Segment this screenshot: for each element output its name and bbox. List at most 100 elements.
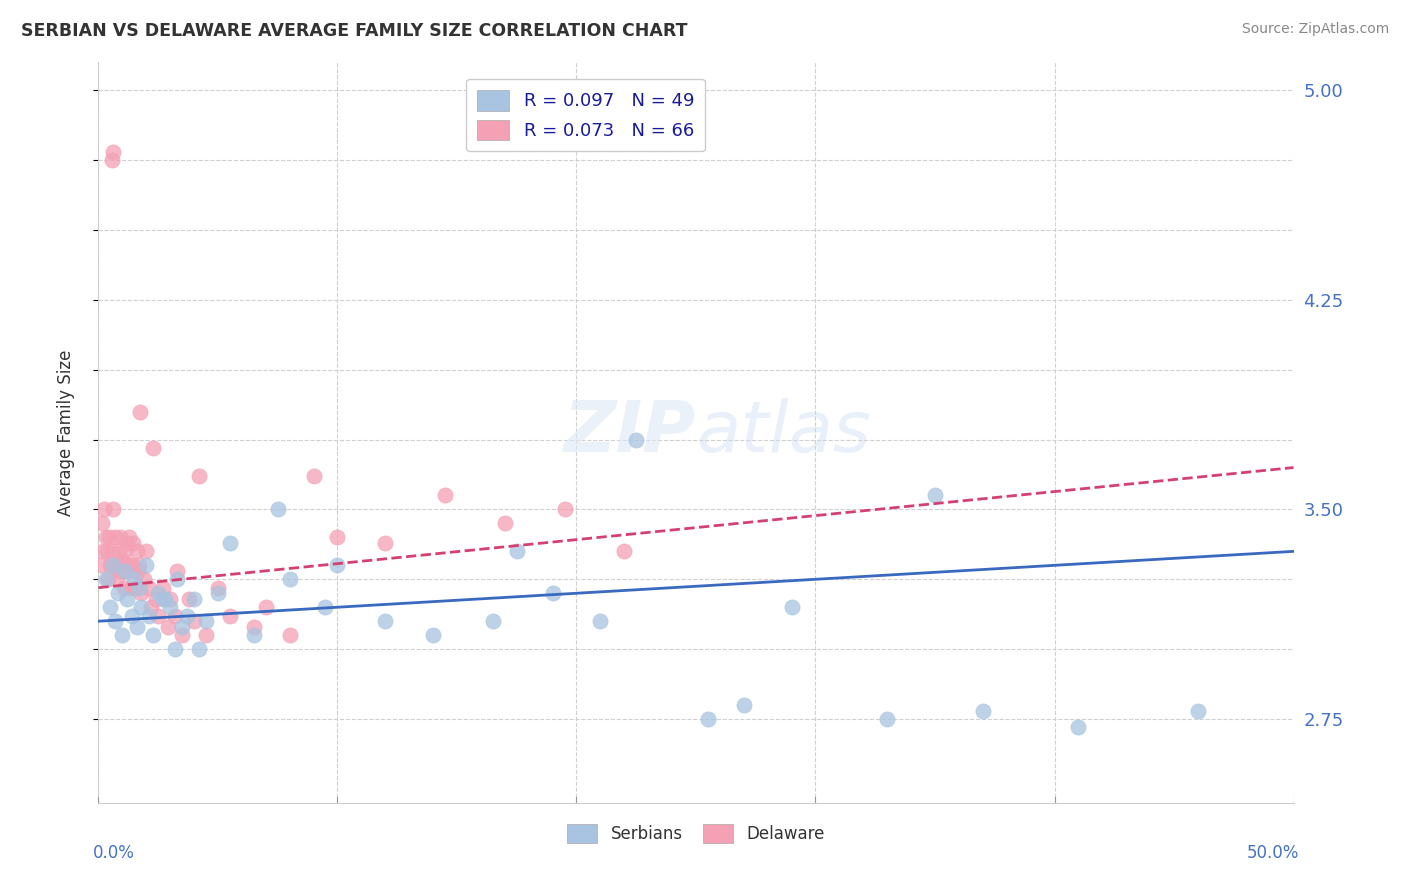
Point bbox=[541, 586, 564, 600]
Text: Source: ZipAtlas.com: Source: ZipAtlas.com bbox=[1241, 22, 1389, 37]
Point bbox=[613, 544, 636, 558]
Point bbox=[125, 620, 148, 634]
Point bbox=[145, 591, 167, 606]
Point bbox=[100, 153, 122, 168]
Point bbox=[128, 581, 150, 595]
Point bbox=[176, 608, 198, 623]
Point bbox=[166, 572, 188, 586]
Point bbox=[104, 614, 127, 628]
Point bbox=[115, 591, 138, 606]
Point bbox=[152, 591, 174, 606]
Point bbox=[142, 628, 165, 642]
Point bbox=[96, 544, 118, 558]
Point bbox=[494, 516, 516, 531]
Point bbox=[117, 558, 139, 573]
Point bbox=[124, 572, 146, 586]
Point bbox=[422, 628, 444, 642]
Point bbox=[243, 628, 266, 642]
Point bbox=[506, 544, 529, 558]
Point bbox=[219, 608, 242, 623]
Point bbox=[148, 586, 170, 600]
Point bbox=[972, 704, 994, 718]
Point bbox=[101, 502, 124, 516]
Point bbox=[155, 591, 177, 606]
Point bbox=[187, 642, 209, 657]
Point bbox=[924, 488, 946, 502]
Point bbox=[152, 581, 174, 595]
Point bbox=[179, 591, 201, 606]
Text: SERBIAN VS DELAWARE AVERAGE FAMILY SIZE CORRELATION CHART: SERBIAN VS DELAWARE AVERAGE FAMILY SIZE … bbox=[21, 22, 688, 40]
Point bbox=[131, 586, 153, 600]
Point bbox=[166, 564, 188, 578]
Point bbox=[132, 572, 155, 586]
Point bbox=[127, 564, 149, 578]
Point bbox=[195, 628, 218, 642]
Text: 50.0%: 50.0% bbox=[1247, 844, 1299, 862]
Point bbox=[183, 614, 205, 628]
Point bbox=[98, 600, 122, 615]
Point bbox=[243, 620, 266, 634]
Point bbox=[101, 558, 124, 573]
Point bbox=[876, 712, 898, 726]
Point bbox=[187, 469, 209, 483]
Point bbox=[374, 536, 396, 550]
Point bbox=[111, 628, 134, 642]
Point bbox=[138, 581, 160, 595]
Point bbox=[120, 581, 142, 595]
Point bbox=[159, 591, 181, 606]
Point bbox=[589, 614, 612, 628]
Point bbox=[374, 614, 396, 628]
Point bbox=[780, 600, 803, 615]
Point bbox=[129, 405, 152, 419]
Point bbox=[156, 620, 179, 634]
Point bbox=[115, 536, 138, 550]
Point bbox=[103, 558, 125, 573]
Point bbox=[91, 544, 114, 558]
Point bbox=[172, 628, 194, 642]
Point bbox=[326, 558, 349, 573]
Point bbox=[138, 608, 160, 623]
Point bbox=[124, 564, 146, 578]
Point bbox=[554, 502, 576, 516]
Point bbox=[302, 469, 325, 483]
Point bbox=[163, 608, 186, 623]
Point bbox=[107, 544, 129, 558]
Point bbox=[124, 581, 146, 595]
Point bbox=[278, 572, 301, 586]
Point bbox=[195, 614, 218, 628]
Point bbox=[107, 586, 129, 600]
Point bbox=[125, 544, 148, 558]
Point bbox=[107, 558, 129, 573]
Point bbox=[131, 600, 153, 615]
Point bbox=[111, 553, 134, 567]
Text: ZIP: ZIP bbox=[564, 398, 696, 467]
Point bbox=[114, 544, 136, 558]
Point bbox=[278, 628, 301, 642]
Point bbox=[101, 145, 124, 159]
Point bbox=[94, 572, 117, 586]
Point bbox=[128, 558, 150, 573]
Point bbox=[98, 530, 121, 544]
Text: atlas: atlas bbox=[696, 398, 870, 467]
Point bbox=[121, 608, 143, 623]
Point bbox=[115, 564, 138, 578]
Point bbox=[159, 600, 181, 615]
Point bbox=[207, 581, 229, 595]
Point bbox=[315, 600, 337, 615]
Point bbox=[207, 586, 229, 600]
Point bbox=[183, 591, 205, 606]
Point bbox=[110, 564, 132, 578]
Point bbox=[118, 530, 141, 544]
Legend: Serbians, Delaware: Serbians, Delaware bbox=[561, 817, 831, 850]
Point bbox=[108, 530, 131, 544]
Point bbox=[142, 441, 165, 455]
Point bbox=[434, 488, 457, 502]
Y-axis label: Average Family Size: Average Family Size bbox=[56, 350, 75, 516]
Point bbox=[733, 698, 755, 712]
Point bbox=[326, 530, 349, 544]
Point bbox=[91, 516, 114, 531]
Point bbox=[1187, 704, 1209, 718]
Point bbox=[100, 544, 122, 558]
Point bbox=[98, 558, 122, 573]
Text: 0.0%: 0.0% bbox=[93, 844, 135, 862]
